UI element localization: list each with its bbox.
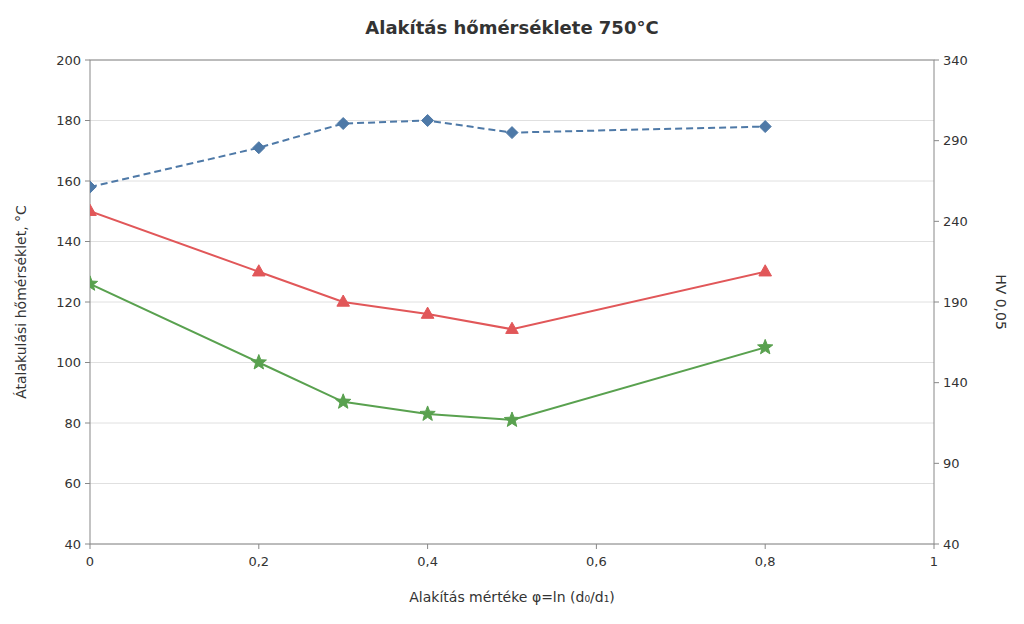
grid bbox=[90, 60, 934, 544]
series-marker bbox=[253, 142, 265, 154]
y-tick-label: 100 bbox=[56, 355, 81, 370]
x-tick bbox=[765, 544, 766, 549]
grid-line bbox=[90, 241, 934, 242]
x-tick bbox=[596, 544, 597, 549]
x-tick-label: 1 bbox=[930, 554, 938, 569]
x-tick-label: 0,2 bbox=[248, 554, 269, 569]
series-line bbox=[90, 121, 765, 188]
series-line bbox=[90, 284, 765, 420]
y-tick-label: 60 bbox=[64, 476, 81, 491]
y2-tick-label: 140 bbox=[943, 375, 968, 390]
y-tick bbox=[85, 483, 90, 484]
series-marker bbox=[506, 127, 518, 139]
series-marker bbox=[90, 204, 96, 215]
y2-tick-label: 90 bbox=[943, 456, 960, 471]
y2-axis-label: HV 0,05 bbox=[993, 274, 1009, 330]
y2-tick-label: 190 bbox=[943, 295, 968, 310]
y-tick bbox=[85, 60, 90, 61]
y2-tick bbox=[934, 302, 939, 303]
y-axis-label: Átalakulási hőmérséklet, °C bbox=[13, 205, 29, 399]
series-marker bbox=[504, 412, 519, 426]
grid-line bbox=[90, 181, 934, 182]
y-tick-label: 140 bbox=[56, 234, 81, 249]
series bbox=[90, 204, 771, 333]
series-marker bbox=[337, 118, 349, 130]
y-tick-label: 200 bbox=[56, 53, 81, 68]
series-marker bbox=[337, 295, 350, 306]
x-tick bbox=[90, 544, 91, 549]
plot-frame bbox=[90, 60, 934, 544]
series-marker bbox=[336, 394, 351, 408]
y-tick-label: 180 bbox=[56, 113, 81, 128]
y2-tick bbox=[934, 382, 939, 383]
series-marker bbox=[422, 115, 434, 127]
series-marker bbox=[759, 121, 771, 133]
y-tick-label: 80 bbox=[64, 416, 81, 431]
x-tick-label: 0,8 bbox=[755, 554, 776, 569]
x-tick bbox=[258, 544, 259, 549]
y-tick bbox=[85, 544, 90, 545]
y2-tick bbox=[934, 221, 939, 222]
y-tick-label: 160 bbox=[56, 174, 81, 189]
series-marker bbox=[759, 265, 772, 276]
series-marker bbox=[758, 339, 773, 353]
x-tick bbox=[427, 544, 428, 549]
series-marker bbox=[251, 355, 266, 369]
y2-tick bbox=[934, 544, 939, 545]
series-marker bbox=[421, 307, 434, 318]
y-tick-label: 40 bbox=[64, 537, 81, 552]
series-marker bbox=[506, 322, 519, 333]
y2-tick bbox=[934, 140, 939, 141]
chart-title: Alakítás hőmérséklete 750°C bbox=[365, 17, 658, 38]
grid-line bbox=[90, 302, 934, 303]
y2-tick bbox=[934, 60, 939, 61]
series-line bbox=[90, 211, 765, 329]
y2-tick-label: 290 bbox=[943, 133, 968, 148]
grid-line bbox=[90, 483, 934, 484]
x-tick bbox=[934, 544, 935, 549]
x-tick-label: 0,4 bbox=[417, 554, 438, 569]
data-layer bbox=[90, 115, 773, 427]
y-tick bbox=[85, 120, 90, 121]
chart-svg: 00,20,40,60,8140608010012014016018020040… bbox=[0, 0, 1024, 624]
series-marker bbox=[253, 265, 266, 276]
y-tick bbox=[85, 302, 90, 303]
chart-container: 00,20,40,60,8140608010012014016018020040… bbox=[0, 0, 1024, 624]
x-axis-label: Alakítás mértéke φ=ln (d₀/d₁) bbox=[409, 589, 614, 605]
series bbox=[90, 115, 771, 194]
y-tick bbox=[85, 362, 90, 363]
y-tick bbox=[85, 181, 90, 182]
series bbox=[90, 276, 773, 427]
grid-line bbox=[90, 120, 934, 121]
y-tick bbox=[85, 241, 90, 242]
series-marker bbox=[90, 181, 96, 193]
y2-tick-label: 240 bbox=[943, 214, 968, 229]
y2-tick-label: 40 bbox=[943, 537, 960, 552]
series-marker bbox=[90, 276, 98, 290]
y2-tick-label: 340 bbox=[943, 53, 968, 68]
grid-line bbox=[90, 362, 934, 363]
x-tick-label: 0,6 bbox=[586, 554, 607, 569]
y-axis: 40 60 80 100 120 140 160 180 200 bbox=[56, 53, 90, 552]
x-axis: 0 0,2 0,4 0,6 0,8 1 bbox=[86, 544, 938, 569]
x-tick-label: 0 bbox=[86, 554, 94, 569]
y-tick bbox=[85, 423, 90, 424]
series-marker bbox=[420, 406, 435, 420]
y2-tick bbox=[934, 463, 939, 464]
y-tick-label: 120 bbox=[56, 295, 81, 310]
y2-axis: 40 90 140 190 240 290 340 bbox=[934, 53, 968, 552]
